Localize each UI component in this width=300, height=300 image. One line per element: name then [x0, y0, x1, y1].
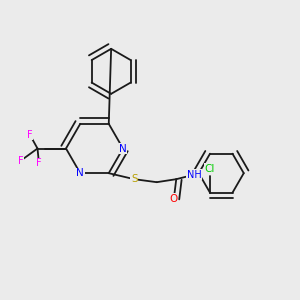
Text: O: O	[170, 194, 178, 204]
Text: N: N	[119, 143, 127, 154]
Text: N: N	[76, 168, 84, 178]
Text: F: F	[18, 155, 24, 166]
Text: F: F	[27, 130, 33, 140]
Text: NH: NH	[187, 170, 202, 180]
Text: Cl: Cl	[205, 164, 215, 174]
Text: S: S	[131, 174, 138, 184]
Text: F: F	[36, 158, 42, 169]
